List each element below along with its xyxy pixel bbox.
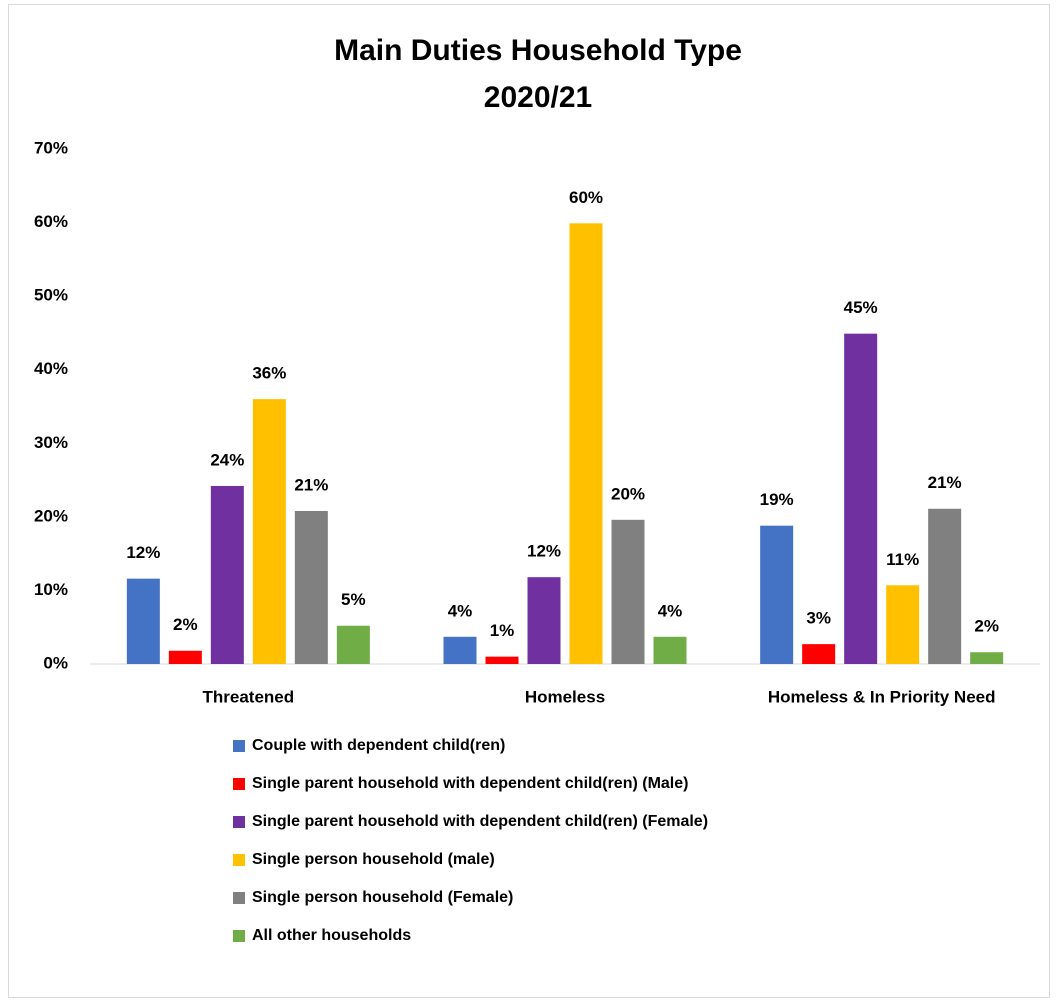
legend-label: All other households: [252, 927, 411, 944]
y-tick-label: 30%: [34, 433, 68, 452]
legend-swatch: [233, 892, 245, 904]
x-tick-label: Homeless: [525, 687, 605, 706]
legend-label: Single person household (Female): [252, 889, 513, 906]
bar: [294, 510, 328, 664]
data-label: 2%: [173, 615, 198, 634]
bar: [485, 656, 519, 664]
legend-swatch: [233, 778, 245, 790]
bar: [252, 399, 286, 664]
legend-swatch: [233, 740, 245, 752]
data-label: 20%: [611, 484, 645, 503]
x-tick-label: Homeless & In Priority Need: [768, 687, 996, 706]
data-label: 21%: [294, 475, 328, 494]
bar: [844, 333, 878, 664]
bar: [760, 525, 794, 664]
bar: [527, 577, 561, 664]
bar: [970, 652, 1004, 664]
y-tick-label: 40%: [34, 359, 68, 378]
y-tick-label: 60%: [34, 212, 68, 231]
chart-title: Main Duties Household Type: [334, 34, 742, 67]
bar: [611, 519, 645, 664]
data-label: 4%: [448, 601, 473, 620]
y-tick-label: 70%: [34, 138, 68, 157]
bar: [210, 485, 244, 664]
legend-swatch: [233, 816, 245, 828]
data-label: 24%: [210, 450, 244, 469]
chart-border: [8, 4, 1050, 998]
bar: [443, 636, 477, 664]
y-tick-label: 0%: [43, 653, 68, 672]
bar: [569, 223, 603, 665]
data-label: 12%: [126, 543, 160, 562]
bar: [126, 578, 160, 664]
data-label: 45%: [844, 298, 878, 317]
data-label: 36%: [252, 364, 286, 383]
data-label: 19%: [760, 490, 794, 509]
bar: [336, 625, 370, 664]
data-label: 3%: [806, 609, 831, 628]
bar: [168, 650, 202, 664]
y-tick-label: 20%: [34, 506, 68, 525]
data-label: 60%: [569, 188, 603, 207]
data-label: 12%: [527, 542, 561, 561]
legend-swatch: [233, 930, 245, 942]
bar: [886, 585, 920, 664]
legend-label: Single person household (male): [252, 851, 495, 868]
data-label: 21%: [928, 473, 962, 492]
legend-label: Single parent household with dependent c…: [252, 813, 708, 830]
bar: [802, 644, 836, 664]
data-label: 4%: [658, 601, 683, 620]
data-label: 5%: [341, 590, 366, 609]
bar: [928, 508, 962, 664]
chart-title: 2020/21: [484, 81, 592, 114]
data-label: 1%: [490, 621, 515, 640]
y-tick-label: 50%: [34, 286, 68, 305]
x-tick-label: Threatened: [203, 687, 295, 706]
bar: [653, 636, 687, 664]
y-tick-label: 10%: [34, 580, 68, 599]
legend-label: Single parent household with dependent c…: [252, 775, 688, 792]
legend-swatch: [233, 854, 245, 866]
data-label: 2%: [974, 617, 999, 636]
data-label: 11%: [886, 550, 919, 569]
legend-label: Couple with dependent child(ren): [252, 737, 505, 754]
